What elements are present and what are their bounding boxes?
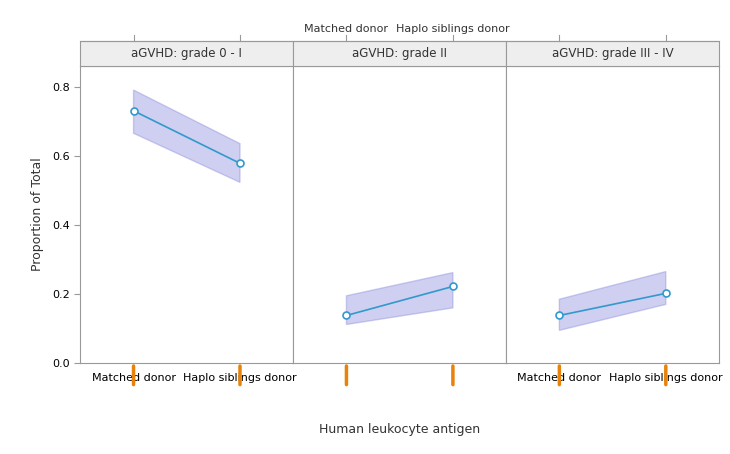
Text: aGVHD: grade III - IV: aGVHD: grade III - IV: [552, 47, 673, 60]
Text: aGVHD: grade 0 - I: aGVHD: grade 0 - I: [131, 47, 242, 60]
Y-axis label: Proportion of Total: Proportion of Total: [31, 158, 44, 271]
Polygon shape: [134, 90, 240, 183]
Polygon shape: [347, 272, 453, 325]
Text: Matched donor: Matched donor: [304, 24, 388, 34]
Polygon shape: [559, 271, 666, 331]
Text: Human leukocyte antigen: Human leukocyte antigen: [319, 423, 480, 436]
Text: Haplo siblings donor: Haplo siblings donor: [396, 24, 510, 34]
Text: aGVHD: grade II: aGVHD: grade II: [352, 47, 447, 60]
